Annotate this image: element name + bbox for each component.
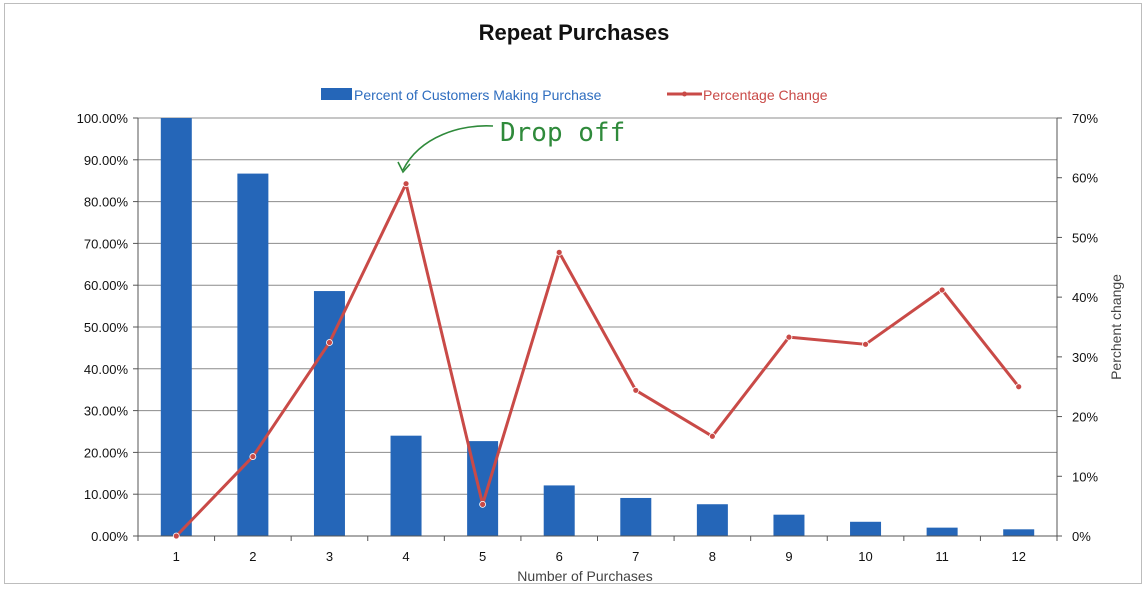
bar	[313, 291, 345, 536]
line-point	[785, 333, 793, 341]
annotation-arrow	[402, 125, 494, 171]
left-tick-label: 90.00%	[84, 153, 129, 168]
right-tick-label: 50%	[1072, 230, 1098, 245]
right-tick-label: 10%	[1072, 469, 1098, 484]
left-tick-label: 20.00%	[84, 445, 129, 460]
right-tick-label: 70%	[1072, 111, 1098, 126]
bar	[1003, 529, 1035, 536]
right-axis-ticks: 0% 10% 20% 30% 40% 50% 60% 70%	[1057, 111, 1098, 544]
left-tick-label: 30.00%	[84, 404, 129, 419]
bar	[773, 514, 805, 536]
right-tick-label: 20%	[1072, 410, 1098, 425]
left-tick-label: 40.00%	[84, 362, 129, 377]
drop-off-annotation: Drop off	[397, 118, 625, 174]
line-point	[249, 453, 257, 460]
line-point	[555, 248, 563, 256]
legend-bar-swatch	[321, 88, 352, 100]
legend: Percent of Customers Making Purchase Per…	[321, 87, 828, 103]
right-tick-label: 0%	[1072, 529, 1091, 544]
chart-title: Repeat Purchases	[479, 20, 670, 45]
x-axis-ticks: 1 2 3 4 5 6 7 8 9 10 11 12	[137, 536, 1058, 564]
x-tick-label: 4	[402, 549, 409, 564]
right-tick-label: 30%	[1072, 350, 1098, 365]
bar	[926, 527, 958, 536]
line-series	[172, 180, 1023, 540]
line-point	[708, 432, 716, 440]
right-axis-label: Perchent change	[1108, 274, 1124, 380]
line-point	[402, 180, 410, 188]
left-tick-label: 60.00%	[84, 278, 129, 293]
bar	[237, 173, 269, 536]
percentage-change-line	[175, 182, 1020, 538]
x-tick-label: 5	[479, 549, 486, 564]
x-tick-label: 8	[709, 549, 716, 564]
x-tick-label: 1	[173, 549, 180, 564]
line-point	[172, 532, 180, 540]
x-tick-label: 7	[632, 549, 639, 564]
annotation-text: Drop off	[500, 118, 625, 148]
bar-series	[160, 118, 1035, 536]
line-point	[862, 340, 869, 348]
right-tick-label: 60%	[1072, 171, 1098, 186]
x-tick-label: 10	[858, 549, 872, 564]
bar	[850, 521, 882, 536]
left-axis-ticks: 0.00% 10.00% 20.00% 30.00% 40.00% 50.00% 60.00…	[77, 111, 138, 544]
line-point	[326, 339, 333, 346]
legend-line-marker	[682, 91, 687, 97]
left-tick-label: 0.00%	[91, 529, 128, 544]
bar	[543, 485, 575, 536]
right-tick-label: 40%	[1072, 290, 1098, 305]
bar	[620, 497, 652, 536]
x-tick-label: 11	[935, 549, 949, 564]
left-tick-label: 10.00%	[84, 487, 129, 502]
x-axis-label: Number of Purchases	[517, 568, 652, 584]
legend-bar-label: Percent of Customers Making Purchase	[354, 87, 602, 103]
line-point	[479, 500, 487, 508]
x-tick-label: 6	[556, 549, 563, 564]
left-tick-label: 80.00%	[84, 195, 129, 210]
left-tick-label: 100.00%	[77, 111, 129, 126]
x-tick-label: 2	[249, 549, 256, 564]
line-point	[938, 286, 946, 294]
x-tick-label: 9	[785, 549, 792, 564]
x-tick-label: 12	[1011, 549, 1025, 564]
bar	[160, 118, 192, 536]
bar	[696, 504, 728, 536]
bar	[390, 435, 422, 536]
left-tick-label: 50.00%	[84, 320, 129, 335]
line-point	[1015, 383, 1023, 391]
left-tick-label: 70.00%	[84, 236, 129, 251]
annotation-arrowhead	[397, 161, 411, 174]
legend-line-label: Percentage Change	[703, 87, 828, 103]
line-point	[632, 386, 640, 394]
x-tick-label: 3	[326, 549, 333, 564]
gridlines	[138, 117, 1057, 537]
